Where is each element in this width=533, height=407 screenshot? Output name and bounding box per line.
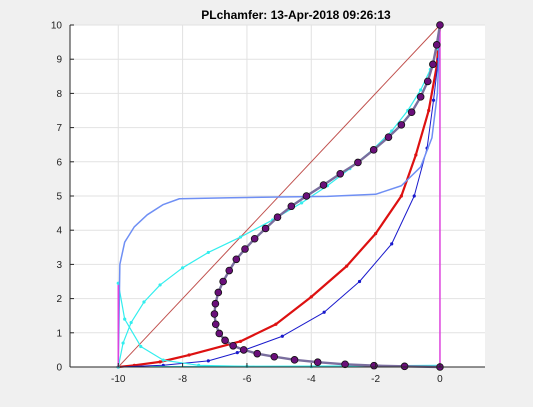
x-tick-label-3: -4 xyxy=(307,374,316,385)
series-9-point-10 xyxy=(336,169,345,178)
series-9-point-32 xyxy=(313,358,322,367)
series-2-point-7 xyxy=(390,242,394,246)
series-4-point-1 xyxy=(123,317,127,321)
x-tick-label-4: -2 xyxy=(371,374,380,385)
y-tick-label-2: 2 xyxy=(56,294,62,305)
series-9-point-21 xyxy=(214,288,223,297)
series-2-point-3 xyxy=(235,351,239,355)
x-tick-label-5: 0 xyxy=(437,374,443,385)
series-1-point-2 xyxy=(158,360,162,364)
series-9-point-15 xyxy=(261,224,270,233)
series-9-point-24 xyxy=(211,320,220,329)
series-9-point-0 xyxy=(436,21,444,29)
series-2-point-4 xyxy=(280,334,284,338)
series-6-line xyxy=(117,24,441,368)
series-2-point-8 xyxy=(412,194,416,198)
x-tick-label-0: -10 xyxy=(111,374,126,385)
series-9-point-27 xyxy=(229,341,237,350)
series-1-point-7 xyxy=(345,264,349,268)
series-9-point-13 xyxy=(287,202,296,211)
series-9-point-25 xyxy=(215,329,224,338)
series-9-point-5 xyxy=(407,108,416,117)
series-0-line xyxy=(117,24,441,368)
series-1-point-6 xyxy=(309,295,313,299)
x-axis-ticks: -10 -8 -6 -4 -2 0 xyxy=(111,363,443,385)
series-9-point-7 xyxy=(384,133,393,141)
series-9-point-14 xyxy=(273,213,282,222)
series-9-point-33 xyxy=(341,360,349,369)
series-9-point-34 xyxy=(370,361,378,370)
series-3-point-1 xyxy=(121,341,125,345)
series-3-point-7 xyxy=(238,235,243,239)
series-9-point-28 xyxy=(239,346,248,354)
series-9-point-18 xyxy=(232,255,241,264)
x-tick-label-2: -6 xyxy=(242,374,251,385)
series-2-point-2 xyxy=(206,359,210,363)
series-1-point-5 xyxy=(274,322,278,326)
y-axis-ticks: 0 1 2 3 4 5 6 7 8 9 10 xyxy=(51,21,74,374)
y-tick-label-10: 10 xyxy=(51,21,63,32)
y-tick-label-4: 4 xyxy=(56,226,62,237)
y-tick-label-1: 1 xyxy=(56,328,62,339)
series-9-point-30 xyxy=(270,352,279,361)
series-4-point-2 xyxy=(139,344,143,349)
series-9-point-22 xyxy=(211,299,220,308)
y-tick-label-0: 0 xyxy=(56,363,62,374)
series-9-point-23 xyxy=(210,310,219,318)
series-9-point-19 xyxy=(225,266,234,275)
chart-title: PLchamfer: 13-Apr-2018 09:26:13 xyxy=(201,8,391,22)
series-1-point-3 xyxy=(187,353,191,357)
series-9-point-16 xyxy=(250,234,259,243)
y-tick-label-9: 9 xyxy=(56,55,62,66)
series-0 xyxy=(117,24,441,368)
series-9-point-11 xyxy=(319,181,328,189)
series-1-point-11 xyxy=(427,108,431,113)
series-4-point-3 xyxy=(161,358,165,362)
series-3-point-2 xyxy=(129,320,133,325)
series-9-point-20 xyxy=(219,277,227,286)
series-3-point-6 xyxy=(206,250,210,255)
series-9-point-4 xyxy=(416,93,425,101)
series-1-point-9 xyxy=(399,194,403,198)
series-9-point-31 xyxy=(290,356,299,364)
series-9-point-9 xyxy=(354,158,362,167)
y-tick-label-3: 3 xyxy=(56,260,62,271)
series-1-point-10 xyxy=(414,153,418,157)
series-9-point-26 xyxy=(221,336,229,345)
y-tick-label-5: 5 xyxy=(56,192,62,203)
series-9 xyxy=(210,21,444,371)
series-3-point-3 xyxy=(142,300,146,304)
series-9-point-35 xyxy=(400,362,409,371)
series-9-point-3 xyxy=(423,77,432,86)
series-6 xyxy=(117,24,441,368)
y-tick-label-7: 7 xyxy=(56,123,62,134)
series-1-point-4 xyxy=(238,339,243,343)
series-2-point-10 xyxy=(431,98,436,102)
series-3-point-4 xyxy=(158,283,162,287)
series-9-point-6 xyxy=(397,121,406,129)
series-2-point-6 xyxy=(357,279,362,284)
series-3-point-15 xyxy=(419,88,423,92)
series-2-point-5 xyxy=(322,310,326,314)
series-3-point-5 xyxy=(180,266,185,270)
series-9-point-12 xyxy=(302,192,311,200)
x-tick-label-1: -8 xyxy=(178,374,187,385)
series-9-point-29 xyxy=(253,349,262,358)
y-tick-label-8: 8 xyxy=(56,89,62,100)
series-1-point-8 xyxy=(374,232,378,236)
series-9-point-1 xyxy=(432,41,441,49)
series-9-point-17 xyxy=(241,245,249,253)
series-9-point-8 xyxy=(369,146,378,154)
series-9-point-2 xyxy=(429,60,437,69)
y-tick-label-6: 6 xyxy=(56,157,62,168)
series-3-point-9 xyxy=(300,201,304,205)
